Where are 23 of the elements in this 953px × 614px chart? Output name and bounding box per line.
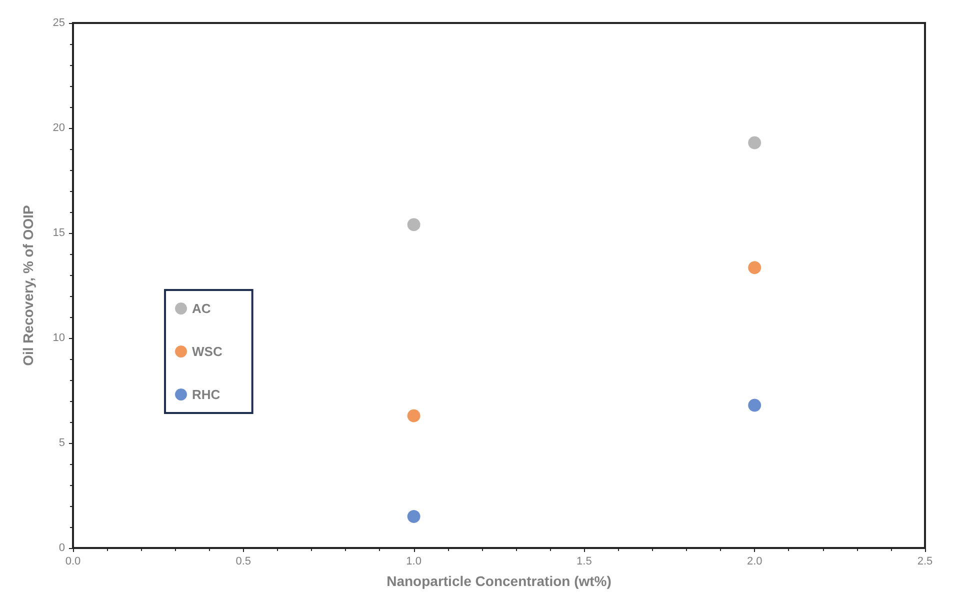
x-tick-label: 1.5 [576, 556, 592, 568]
x-tick-label: 0.0 [65, 556, 81, 568]
point [748, 136, 762, 150]
y-tick-label: 20 [52, 122, 65, 134]
y-tick-label: 10 [52, 332, 65, 344]
y-tick-label: 15 [52, 227, 65, 239]
legend-label: RHC [192, 387, 221, 402]
point [407, 409, 420, 422]
point [407, 510, 420, 523]
y-tick-label: 25 [52, 17, 65, 29]
legend-label: AC [192, 301, 212, 316]
point [748, 398, 762, 412]
y-tick-label: 5 [58, 437, 65, 449]
x-tick-label: 0.5 [236, 556, 252, 568]
y-tick-label: 0 [58, 542, 65, 554]
x-axis-title: Nanoparticle Concentration (wt%) [386, 573, 612, 589]
legend-label: WSC [192, 344, 223, 359]
x-tick-label: 2.0 [746, 556, 762, 568]
y-axis-title: Oil Recovery, % of OOIP [20, 205, 36, 366]
x-tick-label: 1.0 [406, 556, 422, 568]
x-tick-label: 2.5 [917, 556, 933, 568]
point [407, 218, 420, 232]
point [748, 261, 762, 274]
